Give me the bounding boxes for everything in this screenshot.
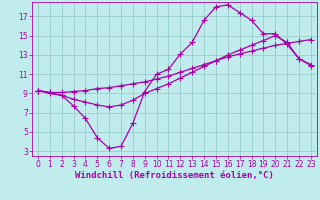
X-axis label: Windchill (Refroidissement éolien,°C): Windchill (Refroidissement éolien,°C) [75,171,274,180]
